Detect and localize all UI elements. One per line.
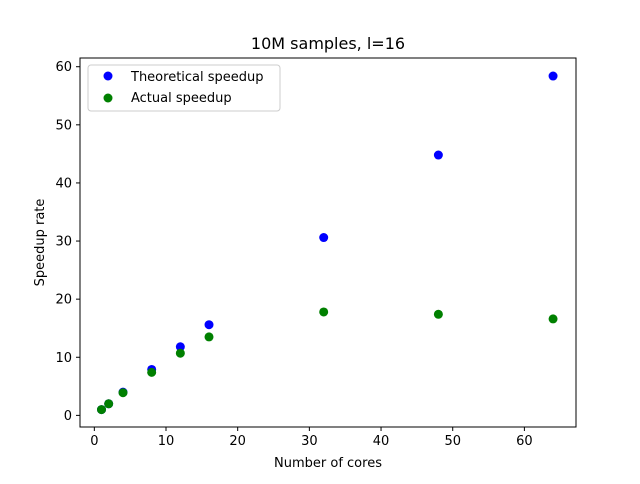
x-tick-label: 40 xyxy=(373,434,390,449)
x-tick-label: 0 xyxy=(90,434,98,449)
actual-speedup-point xyxy=(147,367,157,377)
y-tick-label: 0 xyxy=(64,409,72,424)
actual-speedup-point xyxy=(104,399,114,409)
theoretical-speedup-point xyxy=(548,71,558,81)
legend-marker-theoretical xyxy=(103,71,113,81)
y-tick-label: 30 xyxy=(55,235,72,250)
y-tick-label: 20 xyxy=(55,293,72,308)
x-tick-label: 50 xyxy=(444,434,461,449)
actual-speedup-point xyxy=(319,307,329,317)
y-tick-label: 40 xyxy=(55,176,72,191)
actual-speedup-point xyxy=(433,309,443,319)
x-axis: 0 10 20 30 40 50 60 xyxy=(90,427,533,449)
actual-speedup-point xyxy=(97,405,107,415)
x-tick-label: 10 xyxy=(158,434,175,449)
x-axis-label: Number of cores xyxy=(274,456,382,471)
actual-speedup-point xyxy=(204,332,214,342)
y-tick-label: 50 xyxy=(55,118,72,133)
y-tick-label: 60 xyxy=(55,60,72,75)
actual-speedup-point xyxy=(118,388,128,398)
theoretical-speedup-point xyxy=(175,342,185,352)
legend-box xyxy=(87,64,281,112)
theoretical-speedup-point xyxy=(204,320,214,330)
data-points xyxy=(97,71,558,415)
plot-frame xyxy=(79,57,577,428)
legend-marker-actual xyxy=(103,93,113,103)
x-tick-label: 30 xyxy=(301,434,318,449)
theoretical-speedup-point xyxy=(319,233,329,243)
chart-title: 10M samples, l=16 xyxy=(251,34,405,53)
x-tick-label: 20 xyxy=(229,434,246,449)
legend-label-theoretical: Theoretical speedup xyxy=(130,70,264,85)
actual-speedup-point xyxy=(548,314,558,324)
legend: Theoretical speedup Actual speedup xyxy=(87,64,281,112)
actual-speedup-point xyxy=(175,348,185,358)
x-tick-label: 60 xyxy=(516,434,533,449)
y-axis-label: Speedup rate xyxy=(33,199,48,287)
legend-label-actual: Actual speedup xyxy=(131,91,232,106)
y-tick-label: 10 xyxy=(55,351,72,366)
y-axis: 0 10 20 30 40 50 60 xyxy=(55,60,80,424)
theoretical-speedup-point xyxy=(433,150,443,160)
